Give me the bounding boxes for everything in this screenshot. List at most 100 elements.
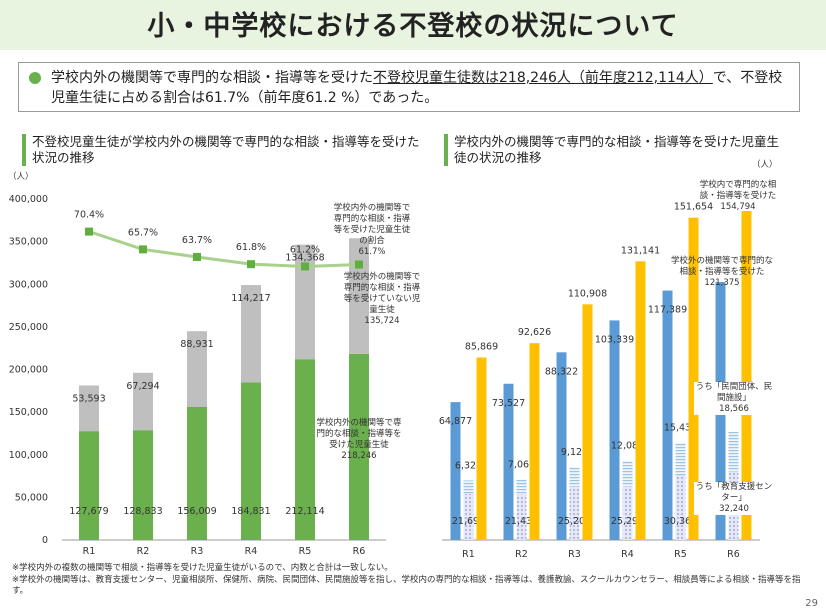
bar [622,460,633,487]
bullet [29,72,41,84]
title-band [0,0,826,50]
bar [187,407,207,540]
value-label: 128,833 [123,506,162,517]
bar [516,494,527,540]
value-label: 117,389 [648,305,687,316]
series-name: 学校内外の機関等で専門的な相談・指導等を受けた児童生徒の割合 [333,203,411,246]
series-annotation: 学校内外の機関等で専門的な相談・指導等を受けた児童生徒 218,246 [314,418,404,462]
y-tick-label: 0 [42,535,48,546]
unit-label: （人） [8,172,34,182]
value-label: 25,292 [611,516,644,527]
footnote: ※学校外の機関等は、教育支援センター、児童相談所、保健所、病院、民間団体、民間施… [12,575,801,596]
x-tick-label: R3 [568,549,581,560]
value-label: 151,654 [674,202,713,213]
value-label: 21,695 [452,516,485,527]
value-label: 70.4% [74,210,104,221]
value-label: 110,908 [568,288,607,299]
bar [133,372,153,431]
bar [295,359,315,540]
bar [728,432,739,472]
bar [503,383,514,540]
y-tick-label: 300,000 [9,279,48,290]
line-marker [85,227,93,236]
chart-title: 学校内外の機関等で専門的な相談・指導等を受けた児童生徒の状況の推移 [444,134,784,166]
x-tick-label: R2 [137,546,150,557]
value-label: 25,209 [558,516,591,527]
series-name: うち「民間団体、民間施設」 [695,382,773,403]
bar [556,352,567,540]
summary-box: 学校内外の機関等で専門的な相談・指導等を受けた不登校児童生徒数は218,246人… [18,62,800,112]
y-tick-label: 200,000 [9,365,48,376]
line-marker [355,260,363,269]
series-name: 学校内外の機関等で専門的な相談・指導等を受けた児童生徒 [316,418,402,450]
series-annotation: 学校内外の機関等で専門的な相談・指導等を受けた児童生徒の割合 61.7% [330,203,414,258]
x-tick-label: R3 [191,546,204,557]
value-label: 9,129 [561,447,588,458]
series-annotation: うち「教育支援センター」 32,240 [694,482,774,515]
bar [635,261,646,540]
line-marker [247,260,255,269]
bar [582,304,593,540]
value-label: 85,869 [465,342,498,353]
y-tick-label: 50,000 [15,492,48,503]
bar [241,285,261,383]
y-tick-label: 250,000 [9,322,48,333]
x-tick-label: R5 [299,546,312,557]
value-label: 15,431 [664,423,697,434]
value-label: 218,246 [341,451,377,461]
bar [349,353,369,540]
value-label: 156,009 [177,506,216,517]
value-label: 30,365 [664,516,697,527]
x-tick-label: R4 [621,549,634,560]
value-label: 7,066 [508,459,535,470]
value-label: 103,339 [595,334,634,345]
bar [516,479,527,495]
value-label: 61.8% [236,242,266,253]
y-tick-label: 100,000 [9,450,48,461]
bar [133,430,153,540]
value-label: 92,626 [518,327,551,338]
value-label: 88,931 [180,339,213,350]
bar [569,467,580,487]
value-label: 64,877 [439,416,472,427]
bar [187,331,207,408]
bar [675,442,686,476]
summary-text: 学校内外の機関等で専門的な相談・指導等を受けた [51,70,373,86]
series-annotation: 学校外の機関等で専門的な相談・指導等を受けた 121,375 [668,256,776,289]
x-tick-label: R2 [515,549,528,560]
x-tick-label: R6 [727,549,740,560]
value-label: 63.7% [182,235,212,246]
value-label: 131,141 [621,245,660,256]
y-tick-label: 400,000 [9,194,48,205]
summary-text: 不登校児童生徒数は218,246人（前年度212,114人） [373,70,713,86]
value-label: 67,294 [126,381,159,392]
y-tick-label: 150,000 [9,407,48,418]
value-label: 121,375 [704,278,740,288]
value-label: 154,794 [720,202,756,212]
value-label: 73,527 [492,398,525,409]
value-label: 12,089 [611,441,644,452]
bar [463,480,474,494]
summary-text: で、不登校児童生徒に占める割合は61.7%（前年度61.2 %）であった。 [51,70,783,106]
bar [349,238,369,354]
bar [295,244,315,360]
value-label: 114,217 [231,293,270,304]
value-label: 61.2% [290,244,320,255]
value-label: 61.7% [358,247,386,257]
value-label: 21,436 [505,516,538,527]
series-name: 学校外の機関等で専門的な相談・指導等を受けた [670,256,773,277]
unit-label: （人） [752,160,778,170]
series-name: うち「教育支援センター」 [695,482,773,503]
value-label: 212,114 [285,506,324,517]
line [88,230,360,268]
series-annotation: うち「民間団体、民間施設」 18,566 [694,382,774,415]
bar [609,320,620,540]
x-tick-label: R6 [353,546,366,557]
value-label: 134,368 [285,253,324,264]
value-label: 135,724 [364,316,400,326]
value-label: 18,566 [719,404,749,414]
series-annotation: 学校内で専門的な相談・指導等を受けた 154,794 [692,180,784,213]
bar [622,486,633,540]
